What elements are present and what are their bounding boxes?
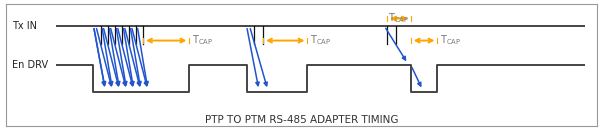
Text: PTP TO PTM RS-485 ADAPTER TIMING: PTP TO PTM RS-485 ADAPTER TIMING: [205, 115, 398, 125]
Text: Tx IN: Tx IN: [12, 21, 37, 31]
Text: T$_\mathregular{CAP}$: T$_\mathregular{CAP}$: [388, 12, 409, 25]
Text: T$_\mathregular{CAP}$: T$_\mathregular{CAP}$: [440, 34, 462, 47]
Text: T$_\mathregular{CAP}$: T$_\mathregular{CAP}$: [311, 34, 332, 47]
Text: T$_\mathregular{CAP}$: T$_\mathregular{CAP}$: [192, 34, 213, 47]
Text: En DRV: En DRV: [12, 60, 48, 70]
